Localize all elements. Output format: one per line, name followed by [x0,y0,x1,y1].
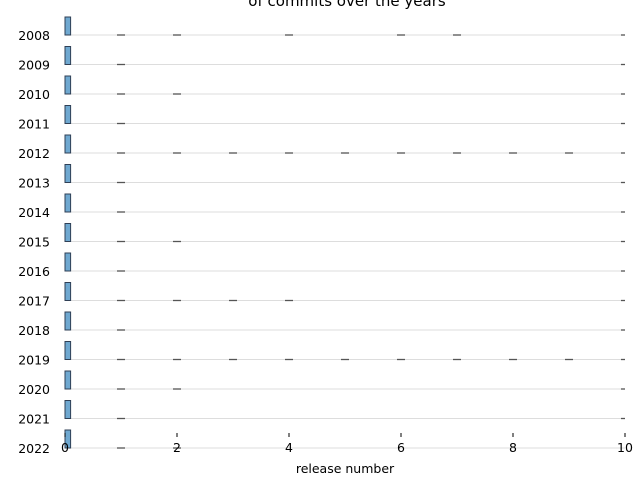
x-tick-labels: 0 2 4 6 8 10 [61,433,633,455]
y-tick-label: 2020 [18,382,50,397]
y-tick-label: 2021 [18,412,50,427]
dash-layer [117,34,625,449]
bar [64,400,72,419]
y-tick-label: 2016 [18,264,50,279]
y-tick-label: 2017 [18,294,50,309]
bar [64,164,72,183]
x-tick-label: 10 [617,440,633,455]
x-axis-title: release number [296,461,395,476]
bar [64,252,72,272]
bar [64,105,72,124]
chart-title: of commits over the years [248,0,446,10]
x-tick-label: 2 [173,440,181,455]
bar [64,370,72,390]
bar [64,46,72,65]
x-tick-label: 0 [61,440,69,455]
y-tick-labels: 2008 2009 2010 2011 2012 2013 2014 2015 2016 2017… [18,28,50,456]
y-tick-label: 2014 [18,205,50,220]
y-tick-label: 2010 [18,87,50,102]
bar [64,134,72,154]
bar [64,429,72,449]
x-tick-label: 6 [397,440,405,455]
bar [64,16,72,36]
y-tick-label: 2019 [18,353,50,368]
y-tick-label: 2009 [18,58,50,73]
y-tick-label: 2022 [18,441,50,456]
y-tick-label: 2012 [18,146,50,161]
bar [64,311,72,331]
x-tick-label: 8 [509,440,517,455]
y-tick-label: 2008 [18,28,50,43]
bar [64,75,72,95]
grid-layer [65,34,625,449]
y-tick-label: 2011 [18,117,50,132]
y-tick-label: 2015 [18,235,50,250]
bar [64,223,72,242]
bar [64,193,72,213]
bar-layer [64,16,72,449]
y-tick-label: 2018 [18,323,50,338]
bar [64,341,72,360]
x-tick-label: 4 [285,440,293,455]
y-tick-label: 2013 [18,176,50,191]
bar [64,282,72,301]
